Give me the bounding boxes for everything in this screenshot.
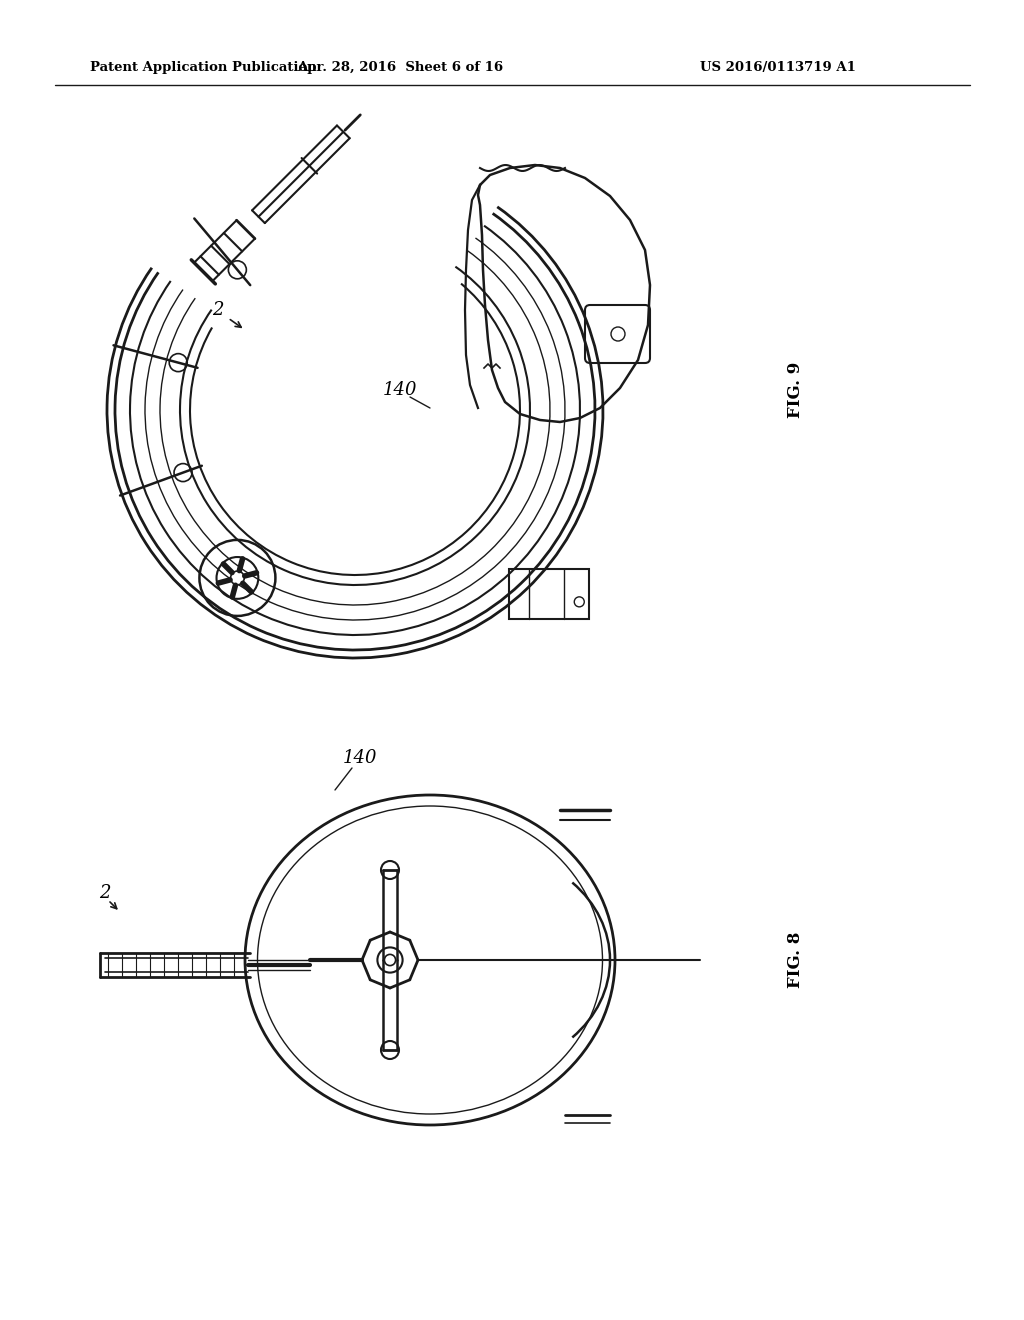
Text: US 2016/0113719 A1: US 2016/0113719 A1	[700, 62, 856, 74]
Text: 2: 2	[212, 301, 224, 319]
Text: Apr. 28, 2016  Sheet 6 of 16: Apr. 28, 2016 Sheet 6 of 16	[297, 62, 503, 74]
Text: 140: 140	[343, 748, 377, 767]
Text: FIG. 8: FIG. 8	[786, 932, 804, 989]
Text: FIG. 9: FIG. 9	[786, 362, 804, 418]
Circle shape	[230, 572, 245, 585]
Circle shape	[384, 954, 395, 966]
Text: 2: 2	[99, 884, 111, 902]
Text: 140: 140	[383, 381, 417, 399]
Text: Patent Application Publication: Patent Application Publication	[90, 62, 316, 74]
